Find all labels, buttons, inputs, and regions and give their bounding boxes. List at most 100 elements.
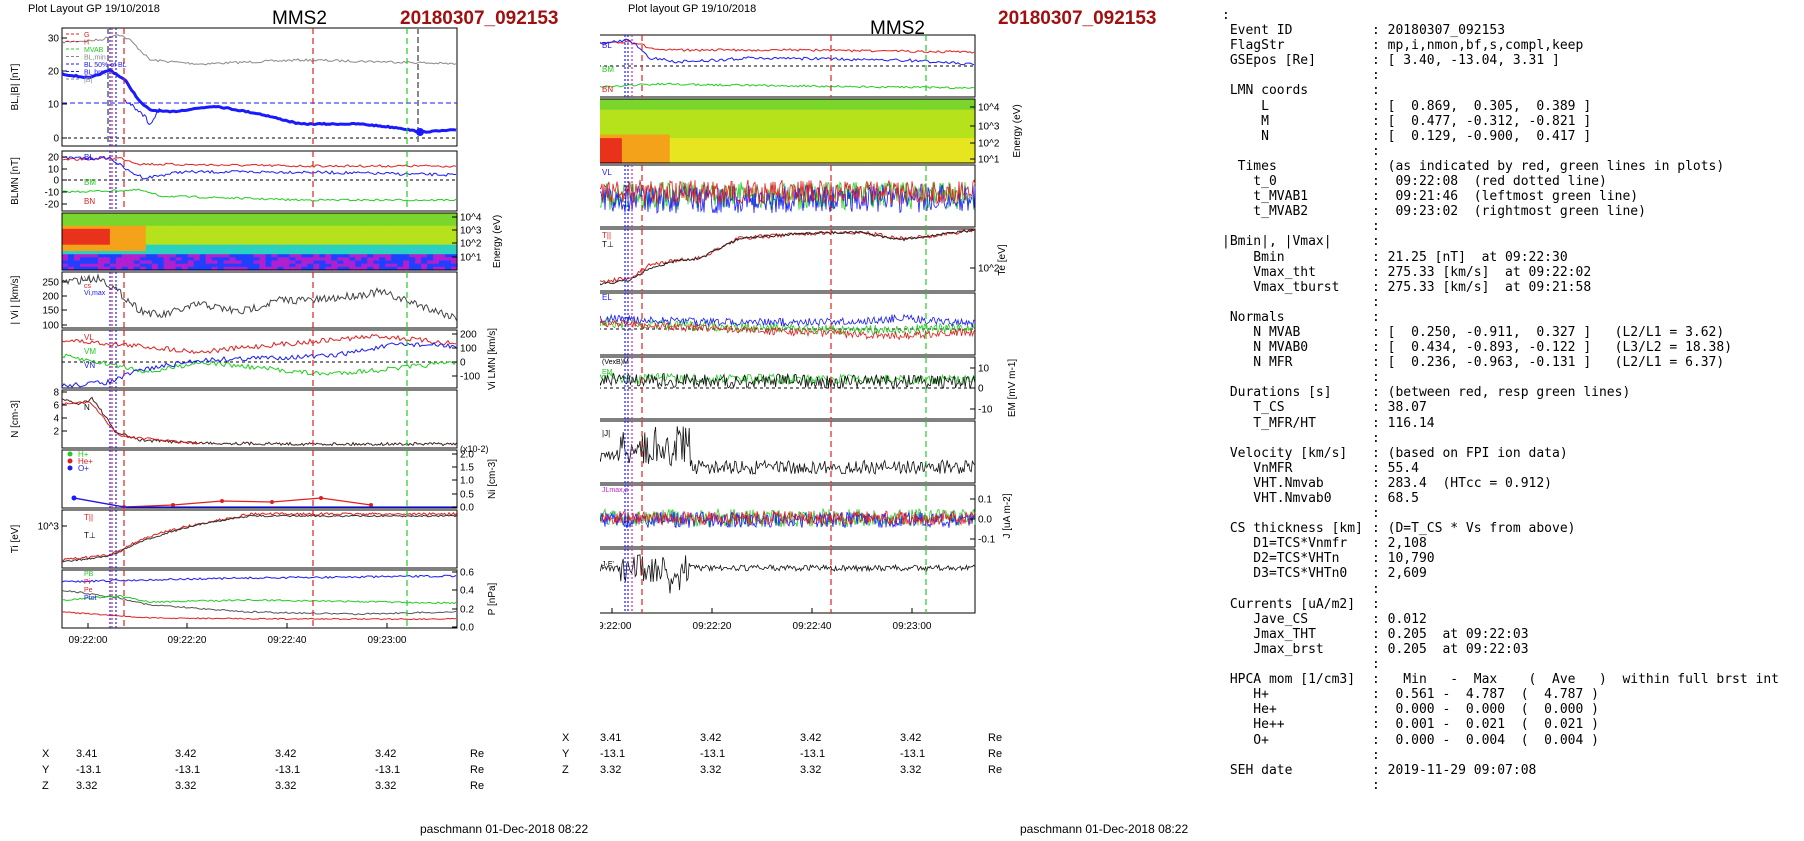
spectrogram-cell (873, 155, 880, 161)
spectrogram-cell (843, 116, 850, 121)
spectrogram-cell (903, 141, 910, 146)
spectrogram-cell (301, 260, 308, 265)
spectrogram-cell (693, 159, 701, 164)
spectrogram-cell (247, 228, 255, 233)
mid-panel-te-ylabel: Te [eV] (997, 244, 1008, 275)
spectrogram-cell (861, 148, 868, 153)
spectrogram-cell (963, 148, 970, 153)
spectrogram-cell (675, 109, 683, 114)
spectrogram-cell (759, 141, 767, 146)
spectrogram-cell (669, 152, 677, 157)
spectrogram-cell (867, 155, 874, 161)
spectrogram-cell (205, 247, 213, 252)
position-unit: Re (988, 732, 1003, 744)
spectrogram-cell (699, 127, 707, 132)
spectrogram-cell (747, 155, 755, 161)
spectrogram-cell (771, 131, 779, 136)
info-line: T_MFR/HT: 116.14 (1222, 416, 1779, 431)
spectrogram-cell (609, 102, 617, 107)
mid-panel-jlmn-frame (600, 484, 976, 548)
spectrogram-cell (903, 120, 910, 125)
position-row-label: Z (562, 764, 569, 776)
spectrogram-cell (837, 131, 844, 136)
spectrogram-cell (885, 123, 892, 129)
info-line: He+: 0.000 - 0.000 ( 0.000 ) (1222, 702, 1779, 717)
spectrogram-cell (729, 102, 737, 107)
spectrogram-cell (813, 102, 820, 107)
spectrogram-cell (62, 254, 69, 258)
spectrogram-cell (831, 102, 838, 107)
spectrogram-cell (103, 251, 111, 255)
legend-entry: (VexB)M (602, 359, 629, 366)
spectrogram-cell (819, 123, 826, 129)
spectrogram-cell (867, 127, 874, 132)
info-line: L: [ 0.869, 0.305, 0.389 ] (1222, 99, 1779, 114)
spectrogram-cell (217, 260, 225, 265)
spectrogram-cell (349, 244, 356, 249)
spectrogram-cell (735, 134, 743, 139)
spectrogram-cell (741, 138, 749, 143)
spectrogram-cell (753, 138, 761, 143)
spectrogram-cell (307, 260, 314, 265)
spectrogram-cell (175, 225, 183, 230)
spectrogram-cell (367, 254, 374, 258)
spectrogram-cell (969, 116, 976, 121)
spectrogram-cell (627, 148, 635, 153)
info-line: : (1222, 68, 1779, 83)
spectrogram-cell (891, 116, 898, 121)
position-unit: Re (470, 748, 485, 760)
spectrogram-cell (193, 225, 201, 230)
spectrogram-cell (873, 152, 880, 157)
spectrogram-cell (85, 232, 93, 236)
spectrogram-cell (163, 257, 171, 262)
spectrogram-cell (391, 228, 398, 233)
spectrogram-cell (241, 213, 249, 217)
spectrogram-cell (939, 131, 946, 136)
spectrogram-cell (885, 116, 892, 121)
info-value: : 0.012 (1372, 611, 1427, 627)
spectrogram-cell (651, 155, 659, 161)
spectrogram-cell (289, 225, 296, 230)
spectrogram-cell (927, 138, 934, 143)
spectrogram-cell (663, 113, 671, 118)
spectrogram-cell (367, 225, 374, 230)
spectrogram-cell (711, 145, 719, 150)
spectrogram-cell (657, 134, 665, 139)
spectrogram-cell (897, 99, 904, 104)
spectrogram-cell (349, 263, 356, 268)
spectrogram-cell (355, 257, 362, 262)
spectrogram-cell (873, 113, 880, 118)
spectrogram-cell (621, 148, 629, 153)
spectrogram-cell (439, 266, 446, 271)
spectrogram-cell (825, 123, 832, 129)
panel-n-frame (61, 389, 458, 449)
spectrogram-cell (391, 225, 398, 230)
position-row-label: X (562, 732, 570, 744)
spectrogram-cell (867, 141, 874, 146)
y-tick-label: 8 (53, 388, 59, 399)
spectrogram-cell (253, 260, 261, 265)
spectrogram-cell (355, 238, 362, 243)
spectrogram-cell (379, 225, 386, 230)
spectrogram-cell (319, 219, 326, 224)
spectrogram-cell (693, 106, 701, 111)
info-line: : (1222, 657, 1779, 672)
spectrogram-cell (259, 225, 267, 230)
spectrogram-cell (837, 138, 844, 143)
spectrogram-cell (343, 241, 350, 246)
spectrogram-cell (181, 241, 189, 246)
spectrogram-cell (451, 260, 458, 265)
spectrogram-cell (927, 131, 934, 136)
info-key: t_MVAB2 (1222, 204, 1309, 220)
spectrogram-cell (331, 222, 338, 227)
spectrogram-cell (301, 257, 308, 262)
spectrogram-cell (969, 102, 976, 107)
spectrogram-cell (951, 159, 958, 164)
spectrogram-cell (313, 251, 320, 255)
y-tick-label: 100 (460, 344, 477, 355)
info-value: : 116.14 (1372, 415, 1435, 431)
spectrogram-cell (915, 109, 922, 114)
spectrogram-cell (403, 213, 410, 217)
spectrogram-cell (157, 254, 165, 258)
spectrogram-cell (681, 106, 689, 111)
